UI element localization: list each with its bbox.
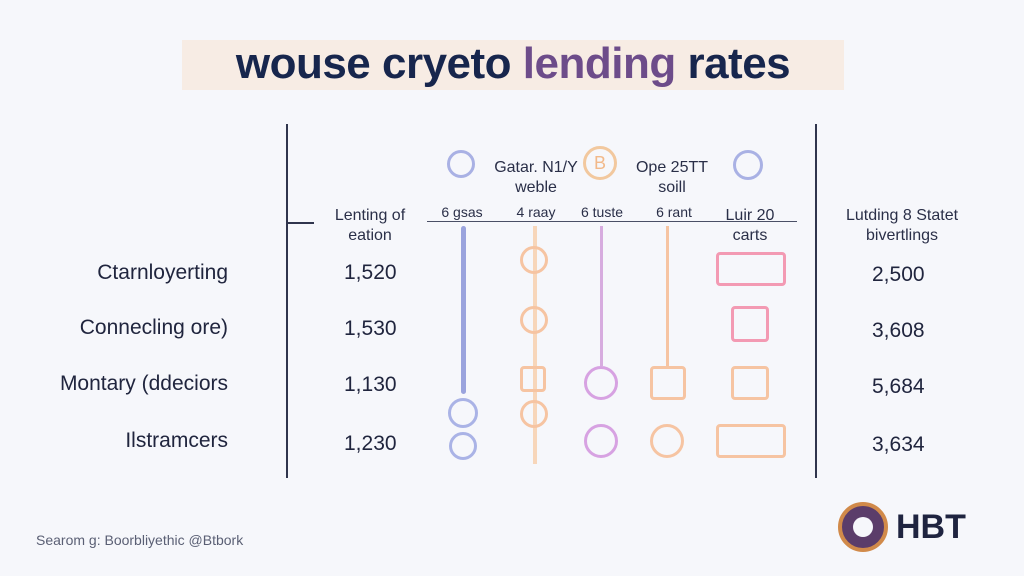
title-highlight: lending <box>522 39 676 88</box>
arrow-box-icon <box>716 252 786 286</box>
col-a-header-line2: eation <box>348 227 392 244</box>
col-a-header: Lenting of eation <box>320 206 420 246</box>
row-label: Connecling ore) <box>79 316 228 339</box>
table-right-border <box>815 124 817 478</box>
title-part-2: rates <box>675 39 791 88</box>
row-value-2: 3,634 <box>872 433 925 456</box>
purple-line <box>600 226 603 366</box>
col-b-header: Gatar. N1/Y weble <box>486 158 586 198</box>
col-c-header: Ope 25TT soill <box>622 158 722 198</box>
row-value-1: 1,520 <box>344 261 397 284</box>
row-value-2: 3,608 <box>872 319 925 342</box>
header-line-3 <box>707 221 797 222</box>
header-line-left <box>286 222 314 224</box>
orange-circle-icon <box>520 400 548 428</box>
bitcoin-icon: B <box>583 146 617 180</box>
purple-circle-icon <box>584 366 618 400</box>
orange-line <box>533 226 537 464</box>
col-d-header: Luir 20 carts <box>705 206 795 246</box>
purple-circle-icon <box>584 424 618 458</box>
blue-bar <box>461 226 466 394</box>
col-d-header-line1: Luir 20 <box>725 207 775 224</box>
row-value-1: 1,530 <box>344 317 397 340</box>
col-e-header: Lutding 8 Statet bivertlings <box>832 206 972 246</box>
arrow-box-icon <box>731 306 769 342</box>
coin-icon <box>733 150 763 180</box>
clock-icon <box>650 366 686 400</box>
header-line-1 <box>427 221 567 222</box>
col-b-header-line2: weble <box>515 179 557 196</box>
orange-circle-icon <box>520 246 548 274</box>
col-e-header-line2: bivertlings <box>865 227 939 244</box>
arrow-box-icon <box>716 424 786 458</box>
footer-text: Searom g: Boorbliyethic @Btbork <box>36 532 244 548</box>
sub-header-3: 6 tuste <box>580 204 624 220</box>
orange-circle-icon <box>520 306 548 334</box>
col-d-header-line2: carts <box>732 227 768 244</box>
lock-icon <box>448 398 478 428</box>
orange-circle-icon <box>650 424 684 458</box>
orange-zigzag <box>666 226 669 366</box>
sub-header-2: 4 raay <box>516 204 556 220</box>
row-value-2: 5,684 <box>872 375 925 398</box>
row-label: Montary (ddeciors <box>59 372 228 395</box>
title-highlight-bar <box>182 40 844 90</box>
col-c-header-line2: soill <box>658 179 686 196</box>
col-a-header-line1: Lenting of <box>334 207 406 224</box>
sub-header-1: 6 gsas <box>441 204 483 220</box>
row-label: Ilstramcers <box>125 429 228 452</box>
orange-box-icon <box>731 366 769 400</box>
col-c-header-line1: Ope 25TT <box>635 159 709 176</box>
sub-header-4: 6 rant <box>656 204 692 220</box>
col-b-header-line1: Gatar. N1/Y <box>494 159 578 176</box>
row-value-2: 2,500 <box>872 263 925 286</box>
logo-text: HBT <box>896 508 966 546</box>
coin-icon <box>447 150 475 178</box>
orange-box-icon <box>520 366 546 392</box>
coin-icon <box>449 432 477 460</box>
col-e-header-line1: Lutding 8 Statet <box>845 207 959 224</box>
title-part-1: wouse cryeto <box>235 39 523 88</box>
logo-icon <box>838 502 888 552</box>
header-line-2 <box>567 221 707 222</box>
page-title: wouse cryeto lending rates <box>182 38 844 90</box>
row-label: Ctarnloyerting <box>97 261 228 284</box>
row-value-1: 1,130 <box>344 373 397 396</box>
row-value-1: 1,230 <box>344 432 397 455</box>
table-left-border <box>286 124 288 478</box>
